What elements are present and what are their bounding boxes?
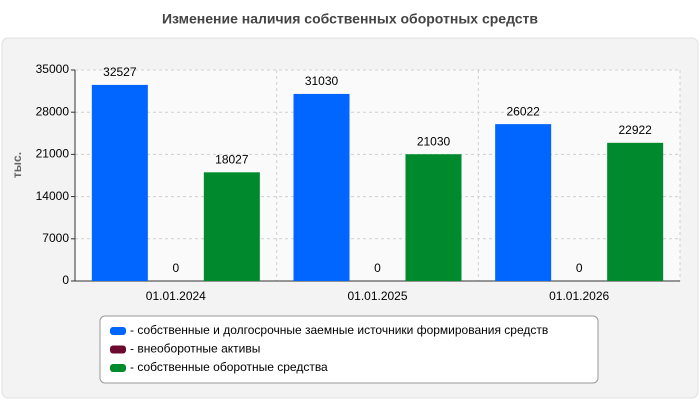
- legend-label: - собственные оборотные средства: [130, 360, 328, 374]
- legend-swatch: [110, 364, 126, 372]
- value-label: 18027: [215, 152, 249, 166]
- chart-title: Изменение наличия собственных оборотных …: [162, 11, 538, 27]
- value-label: 0: [576, 261, 583, 275]
- value-label: 21030: [417, 134, 451, 148]
- legend-label: - внеоборотные активы: [130, 342, 260, 356]
- value-label: 32527: [103, 65, 137, 79]
- value-label: 0: [172, 261, 179, 275]
- y-tick-label: 35000: [36, 62, 70, 76]
- value-label: 31030: [305, 74, 339, 88]
- value-label: 26022: [506, 104, 540, 118]
- bar: [495, 124, 552, 281]
- bar: [607, 142, 664, 281]
- legend-label: - собственные и долгосрочные заемные ист…: [130, 323, 548, 337]
- legend: [99, 315, 599, 384]
- x-tick-label: 01.01.2025: [347, 289, 407, 303]
- bar: [293, 93, 350, 281]
- value-label: 22922: [618, 123, 652, 137]
- bar: [91, 84, 148, 281]
- y-tick-label: 0: [62, 273, 69, 287]
- bar: [405, 154, 462, 281]
- x-tick-label: 01.01.2026: [549, 289, 609, 303]
- y-tick-label: 28000: [36, 104, 70, 118]
- plot-area: [75, 70, 680, 281]
- y-axis-label: тыс.: [10, 152, 24, 178]
- legend-swatch: [110, 327, 126, 335]
- y-tick-label: 14000: [36, 189, 70, 203]
- bar: [203, 172, 260, 281]
- value-label: 0: [374, 261, 381, 275]
- y-tick-label: 21000: [36, 147, 70, 161]
- legend-swatch: [110, 345, 126, 354]
- x-tick-label: 01.01.2024: [146, 289, 206, 303]
- y-tick-label: 7000: [42, 231, 69, 245]
